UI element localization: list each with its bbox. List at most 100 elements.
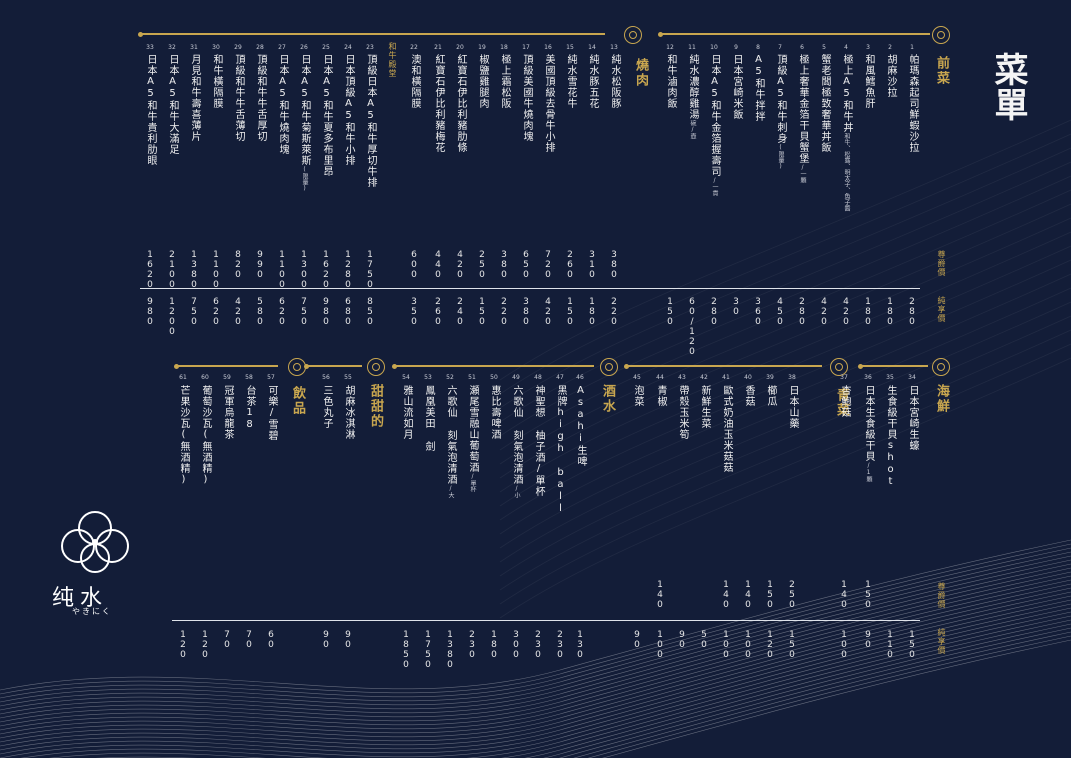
- menu-item-name: 美國頂級去骨牛小排: [543, 54, 554, 153]
- item-number: 14: [588, 44, 596, 51]
- wave-line: [499, 119, 1071, 381]
- regular-price: 1750: [423, 630, 433, 670]
- regular-price: 220: [609, 297, 619, 327]
- wave-line: [0, 563, 1071, 715]
- regular-price: 120: [178, 630, 188, 660]
- menu-item-name: 和牛橫隔膜: [211, 54, 222, 109]
- menu-item-name: 胡麻沙拉: [885, 54, 896, 98]
- menu-item-name: 黑牌high ball: [555, 385, 566, 515]
- item-number: 34: [908, 374, 916, 381]
- regular-price: 1200: [167, 297, 177, 337]
- item-number: 53: [424, 374, 432, 381]
- wave-line: [0, 603, 1071, 755]
- menu-item-name: 日本山藥: [787, 385, 798, 429]
- menu-item-name: 日本宮崎米飯: [731, 54, 742, 120]
- plate-icon: [932, 358, 950, 376]
- member-price: 140: [721, 580, 731, 610]
- item-number: 29: [234, 44, 242, 51]
- menu-item-name: 神聖想 柚子酒/單杯: [533, 385, 544, 497]
- category-appetizer: 前菜: [934, 56, 949, 86]
- regular-price: 180: [863, 297, 873, 327]
- regular-price: 90: [677, 630, 687, 650]
- item-number: 23: [366, 44, 374, 51]
- regular-price: 750: [189, 297, 199, 327]
- member-price: 140: [743, 580, 753, 610]
- category-beverage: 飲品: [290, 386, 305, 416]
- section-bar-dot: [392, 364, 397, 369]
- regular-price: 350: [409, 297, 419, 327]
- member-price: 140: [655, 580, 665, 610]
- wave-line: [499, 301, 1071, 563]
- regular-price: 450: [775, 297, 785, 327]
- regular-price: 300: [511, 630, 521, 660]
- wave-line: [542, 623, 1071, 758]
- regular-price: 90: [632, 630, 642, 650]
- member-price: 820: [233, 250, 243, 280]
- item-number: 21: [434, 44, 442, 51]
- menu-item-name: 純水濃醇雞湯碗/壺: [687, 54, 698, 139]
- menu-item-name: 椒鹽雞腿肉: [477, 54, 488, 109]
- item-number: 30: [212, 44, 220, 51]
- wave-line: [558, 627, 1071, 758]
- wave-line: [499, 245, 1071, 507]
- item-number: 24: [344, 44, 352, 51]
- regular-price: 90: [863, 630, 873, 650]
- category-yakiniku: 燒肉: [633, 58, 648, 88]
- plate-icon: [830, 358, 848, 376]
- wave-line: [0, 587, 1071, 739]
- menu-item-name: 頂級和牛牛舌厚切: [255, 54, 266, 142]
- wave-line: [499, 147, 1071, 409]
- section-bar: [660, 33, 930, 35]
- regular-price: 150: [665, 297, 675, 327]
- menu-item-name: 純水豚五花: [587, 54, 598, 109]
- member-price: 420: [455, 250, 465, 280]
- wave-line: [499, 133, 1071, 395]
- wave-line: [0, 555, 1071, 707]
- item-number: 4: [844, 44, 848, 51]
- menu-item-name: 澳和橫隔膜: [409, 54, 420, 109]
- section-bar: [176, 365, 278, 367]
- menu-item-name: 三色丸子: [321, 385, 332, 429]
- menu-item-name: 香菇: [743, 385, 754, 407]
- section-bar-dot: [304, 364, 309, 369]
- member-price: 1280: [343, 250, 353, 290]
- menu-item-name: 日本生食級干貝/1顆: [863, 385, 874, 482]
- item-number: 5: [822, 44, 826, 51]
- wave-line: [0, 575, 1071, 727]
- wave-line: [48, 615, 1071, 758]
- plate-icon: [367, 358, 385, 376]
- item-number: 57: [267, 374, 275, 381]
- plate-icon: [288, 358, 306, 376]
- item-number: 10: [710, 44, 718, 51]
- regular-price: 1850: [401, 630, 411, 670]
- menu-item-name: 芒果沙瓦(無酒精): [178, 385, 189, 486]
- menu-item-name: Asahi生啤: [575, 385, 586, 467]
- regular-price: 120: [765, 630, 775, 660]
- menu-item-name: 帶殼玉米筍: [677, 385, 688, 440]
- regular-price: 230: [533, 630, 543, 660]
- menu-item-note: /1顆: [865, 462, 872, 482]
- member-price: 260: [565, 250, 575, 280]
- menu-item-name: 頂級日本A5和牛厚切牛排: [365, 54, 376, 188]
- menu-item-note: /大: [447, 485, 454, 498]
- item-number: 31: [190, 44, 198, 51]
- regular-price: 280: [709, 297, 719, 327]
- item-number: 48: [534, 374, 542, 381]
- item-number: 25: [322, 44, 330, 51]
- menu-item-name: 頂級和牛牛舌薄切: [233, 54, 244, 142]
- regular-price: 420: [543, 297, 553, 327]
- regular-price: 420: [819, 297, 829, 327]
- menu-item-name: 純水松阪豚: [609, 54, 620, 109]
- menu-item-name: 可樂/雪碧: [266, 385, 277, 441]
- menu-item-name: 歐式奶油玉米菇菇: [721, 385, 732, 473]
- item-number: 15: [566, 44, 574, 51]
- regular-price: 150: [477, 297, 487, 327]
- menu-item-name: 青椒: [655, 385, 666, 407]
- item-number: 50: [490, 374, 498, 381]
- menu-item-name: 日本頂級A5和牛小排: [343, 54, 354, 166]
- menu-item-name: 泡菜: [632, 385, 643, 407]
- item-number: 2: [888, 44, 892, 51]
- menu-item-name: A5和牛拌拌: [753, 54, 764, 122]
- menu-item-name: 和風鱈魚肝: [863, 54, 874, 109]
- regular-price: 230: [555, 630, 565, 660]
